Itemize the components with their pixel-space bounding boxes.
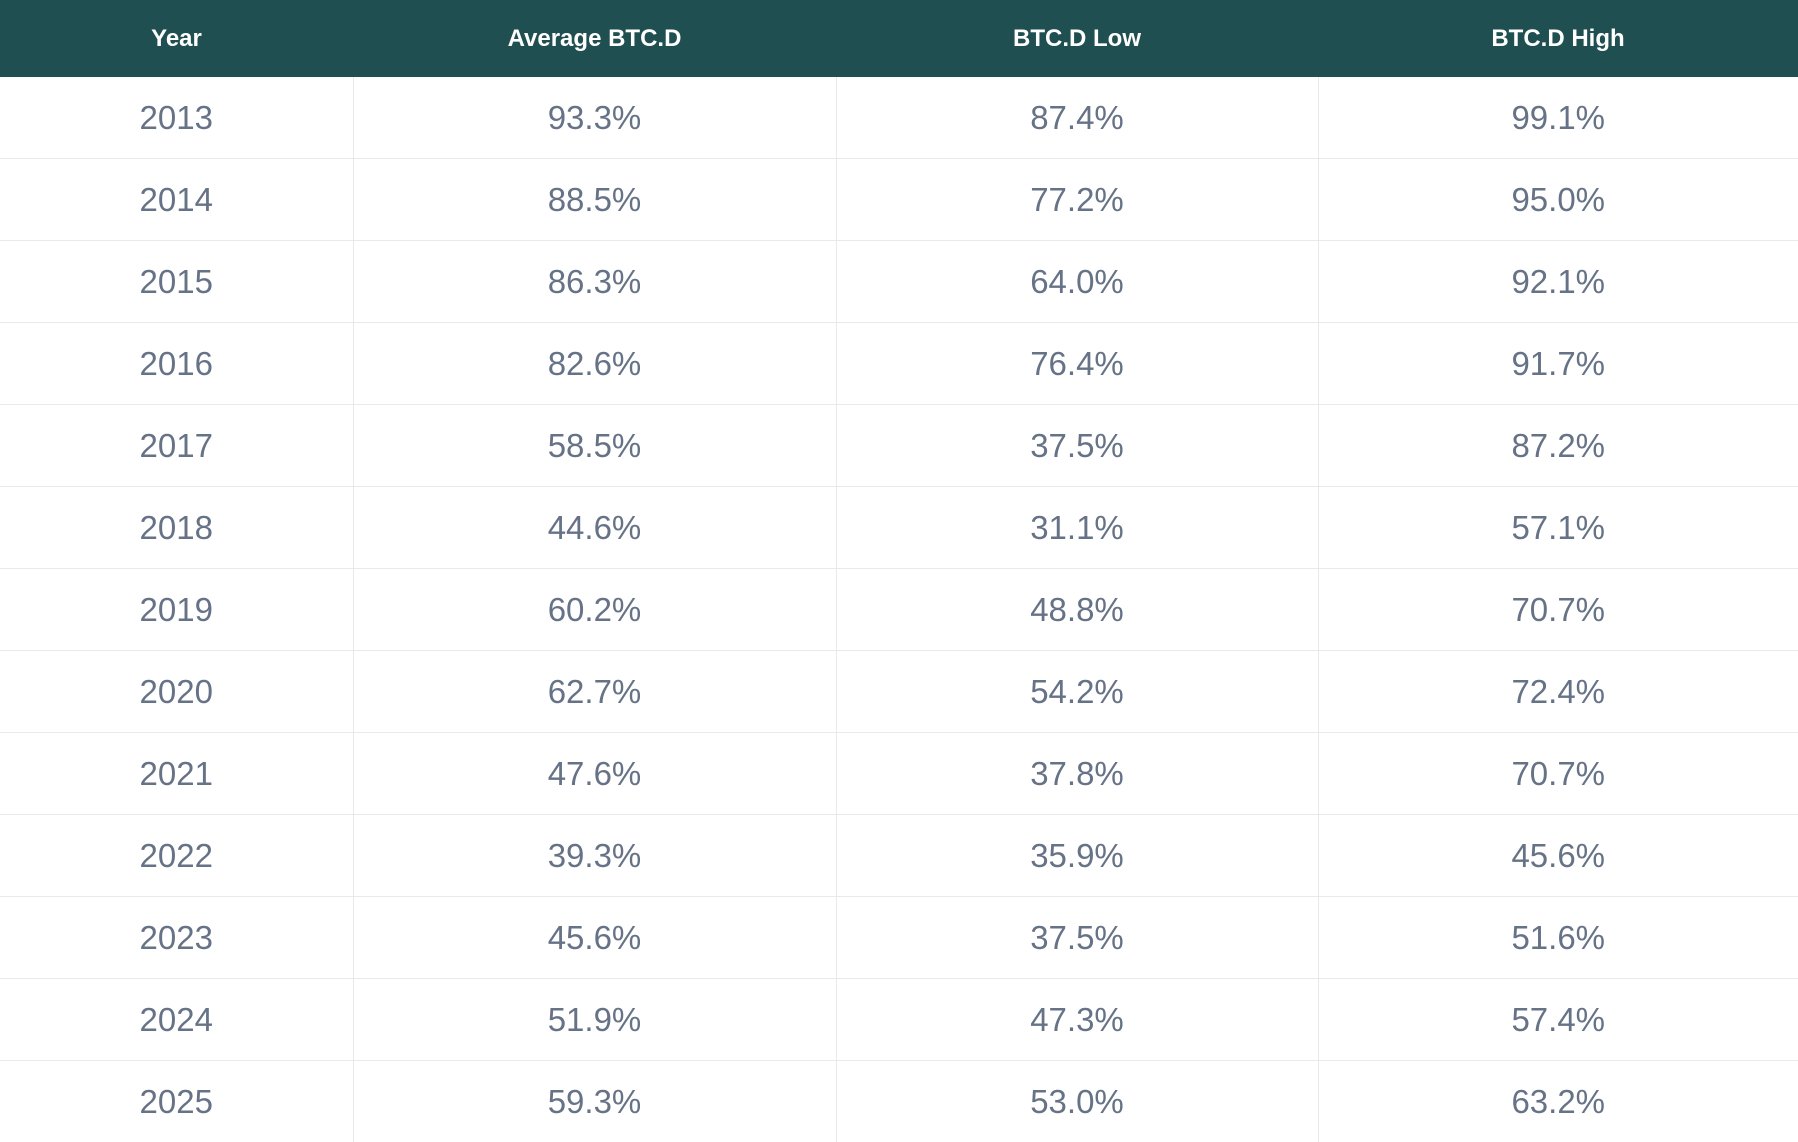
cell-btcd-low: 54.2% xyxy=(836,651,1318,733)
cell-year: 2014 xyxy=(0,159,353,241)
header-btcd-low: BTC.D Low xyxy=(836,0,1318,77)
cell-year: 2024 xyxy=(0,979,353,1061)
cell-btcd-low: 37.8% xyxy=(836,733,1318,815)
cell-btcd-high: 51.6% xyxy=(1318,897,1798,979)
cell-average-btcd: 82.6% xyxy=(353,323,836,405)
cell-btcd-low: 53.0% xyxy=(836,1061,1318,1142)
cell-year: 2017 xyxy=(0,405,353,487)
cell-btcd-low: 31.1% xyxy=(836,487,1318,569)
cell-btcd-low: 37.5% xyxy=(836,405,1318,487)
header-average-btcd: Average BTC.D xyxy=(353,0,836,77)
cell-year: 2016 xyxy=(0,323,353,405)
cell-year: 2015 xyxy=(0,241,353,323)
cell-btcd-high: 92.1% xyxy=(1318,241,1798,323)
cell-year: 2019 xyxy=(0,569,353,651)
header-row: Year Average BTC.D BTC.D Low BTC.D High xyxy=(0,0,1798,77)
cell-year: 2022 xyxy=(0,815,353,897)
cell-btcd-low: 64.0% xyxy=(836,241,1318,323)
cell-year: 2018 xyxy=(0,487,353,569)
cell-btcd-high: 70.7% xyxy=(1318,569,1798,651)
cell-btcd-high: 95.0% xyxy=(1318,159,1798,241)
cell-btcd-high: 87.2% xyxy=(1318,405,1798,487)
cell-btcd-low: 77.2% xyxy=(836,159,1318,241)
cell-year: 2020 xyxy=(0,651,353,733)
table-header: Year Average BTC.D BTC.D Low BTC.D High xyxy=(0,0,1798,77)
cell-average-btcd: 45.6% xyxy=(353,897,836,979)
cell-average-btcd: 86.3% xyxy=(353,241,836,323)
cell-btcd-high: 72.4% xyxy=(1318,651,1798,733)
cell-year: 2025 xyxy=(0,1061,353,1142)
cell-btcd-high: 99.1% xyxy=(1318,77,1798,159)
cell-average-btcd: 47.6% xyxy=(353,733,836,815)
cell-year: 2021 xyxy=(0,733,353,815)
header-btcd-high: BTC.D High xyxy=(1318,0,1798,77)
cell-average-btcd: 39.3% xyxy=(353,815,836,897)
cell-average-btcd: 59.3% xyxy=(353,1061,836,1142)
cell-average-btcd: 44.6% xyxy=(353,487,836,569)
cell-btcd-low: 76.4% xyxy=(836,323,1318,405)
cell-btcd-high: 45.6% xyxy=(1318,815,1798,897)
cell-btcd-low: 48.8% xyxy=(836,569,1318,651)
cell-average-btcd: 58.5% xyxy=(353,405,836,487)
cell-btcd-low: 37.5% xyxy=(836,897,1318,979)
cell-btcd-high: 57.1% xyxy=(1318,487,1798,569)
cell-btcd-high: 91.7% xyxy=(1318,323,1798,405)
cell-average-btcd: 62.7% xyxy=(353,651,836,733)
cell-btcd-high: 57.4% xyxy=(1318,979,1798,1061)
cell-average-btcd: 51.9% xyxy=(353,979,836,1061)
cell-average-btcd: 93.3% xyxy=(353,77,836,159)
cell-btcd-low: 35.9% xyxy=(836,815,1318,897)
cell-year: 2023 xyxy=(0,897,353,979)
cell-average-btcd: 88.5% xyxy=(353,159,836,241)
cell-year: 2013 xyxy=(0,77,353,159)
cell-btcd-low: 87.4% xyxy=(836,77,1318,159)
cell-btcd-high: 70.7% xyxy=(1318,733,1798,815)
cell-btcd-high: 63.2% xyxy=(1318,1061,1798,1142)
header-year: Year xyxy=(0,0,353,77)
cell-btcd-low: 47.3% xyxy=(836,979,1318,1061)
cell-average-btcd: 60.2% xyxy=(353,569,836,651)
